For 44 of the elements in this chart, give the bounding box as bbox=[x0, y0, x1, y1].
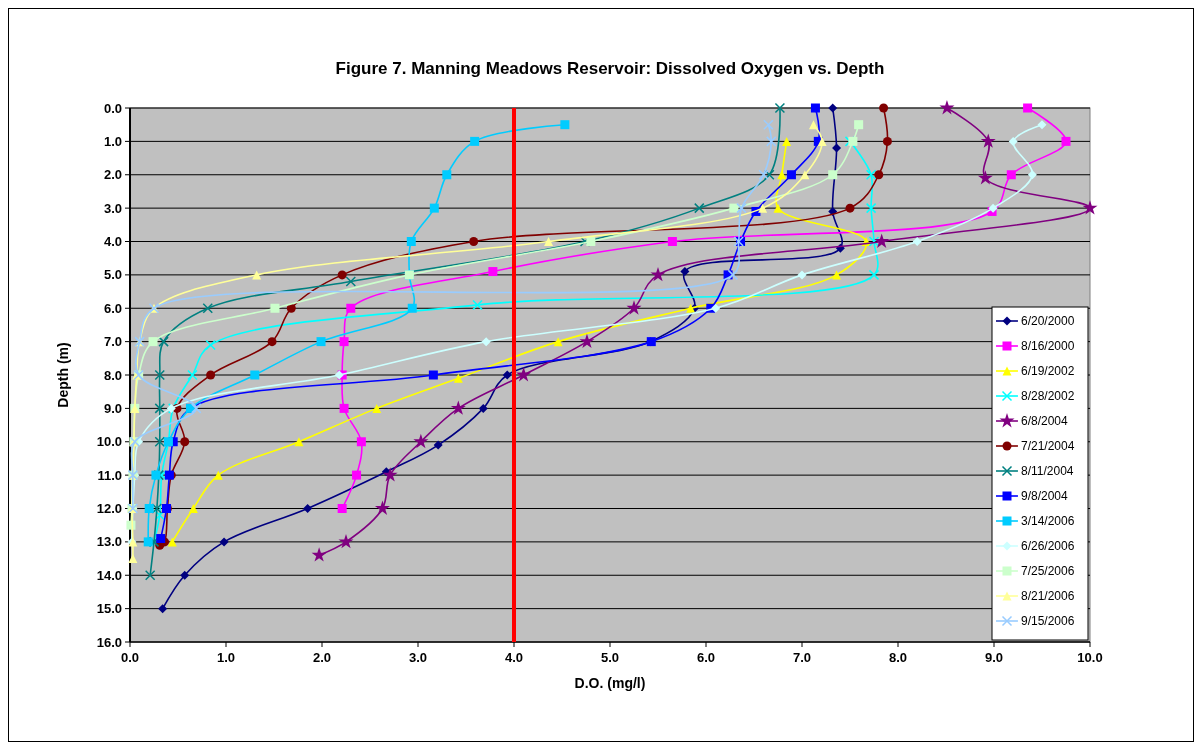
legend-label: 6/20/2000 bbox=[1021, 314, 1075, 329]
legend-label: 9/8/2004 bbox=[1021, 489, 1069, 504]
y-axis-title: Depth (m) bbox=[55, 342, 71, 408]
x-tick-label: 2.0 bbox=[312, 650, 332, 665]
x-tick-label: 9.0 bbox=[984, 650, 1004, 665]
legend-label: 6/8/2004 bbox=[1021, 414, 1069, 429]
legend-label: 7/25/2006 bbox=[1021, 564, 1075, 579]
legend-label: 6/19/2002 bbox=[1021, 364, 1075, 379]
x-tick-label: 5.0 bbox=[600, 650, 620, 665]
y-tick-label: 14.0 bbox=[96, 567, 122, 583]
y-tick-label: 8.0 bbox=[103, 367, 122, 383]
legend-label: 8/28/2002 bbox=[1021, 389, 1075, 404]
x-tick-label: 7.0 bbox=[792, 650, 812, 665]
y-tick-label: 1.0 bbox=[103, 133, 122, 149]
y-tick-label: 10.0 bbox=[96, 434, 122, 450]
x-tick-label: 8.0 bbox=[888, 650, 908, 665]
y-tick-label: 2.0 bbox=[103, 167, 122, 183]
y-tick-label: 11.0 bbox=[97, 467, 122, 483]
y-tick-label: 7.0 bbox=[103, 334, 122, 350]
legend-label: 8/21/2006 bbox=[1021, 589, 1075, 604]
legend-label: 8/11/2004 bbox=[1021, 464, 1074, 479]
chart-title: Figure 7. Manning Meadows Reservoir: Dissolved Oxygen vs. Depth bbox=[335, 59, 885, 78]
y-tick-label: 4.0 bbox=[103, 234, 122, 250]
legend-label: 9/15/2006 bbox=[1021, 614, 1075, 629]
x-axis-title: D.O. (mg/l) bbox=[574, 675, 646, 691]
legend-label: 8/16/2000 bbox=[1021, 339, 1075, 354]
y-tick-label: 9.0 bbox=[103, 400, 122, 416]
legend-label: 6/26/2006 bbox=[1021, 539, 1075, 554]
y-tick-label: 15.0 bbox=[96, 601, 122, 617]
y-tick-label: 12.0 bbox=[96, 501, 122, 517]
y-tick-label: 5.0 bbox=[103, 267, 122, 283]
x-tick-label: 6.0 bbox=[696, 650, 716, 665]
y-tick-label: 16.0 bbox=[96, 634, 122, 650]
y-tick-label: 6.0 bbox=[103, 300, 122, 316]
legend-label: 7/21/2004 bbox=[1021, 439, 1075, 454]
x-tick-label: 1.0 bbox=[216, 650, 236, 665]
legend-label: 3/14/2006 bbox=[1021, 514, 1075, 529]
x-tick-label: 10.0 bbox=[1077, 650, 1103, 665]
y-tick-label: 3.0 bbox=[103, 200, 122, 216]
x-tick-label: 0.0 bbox=[120, 650, 140, 665]
x-tick-label: 4.0 bbox=[504, 650, 524, 665]
x-tick-label: 3.0 bbox=[408, 650, 428, 665]
y-tick-label: 0.0 bbox=[103, 100, 122, 116]
y-tick-label: 13.0 bbox=[96, 534, 122, 550]
